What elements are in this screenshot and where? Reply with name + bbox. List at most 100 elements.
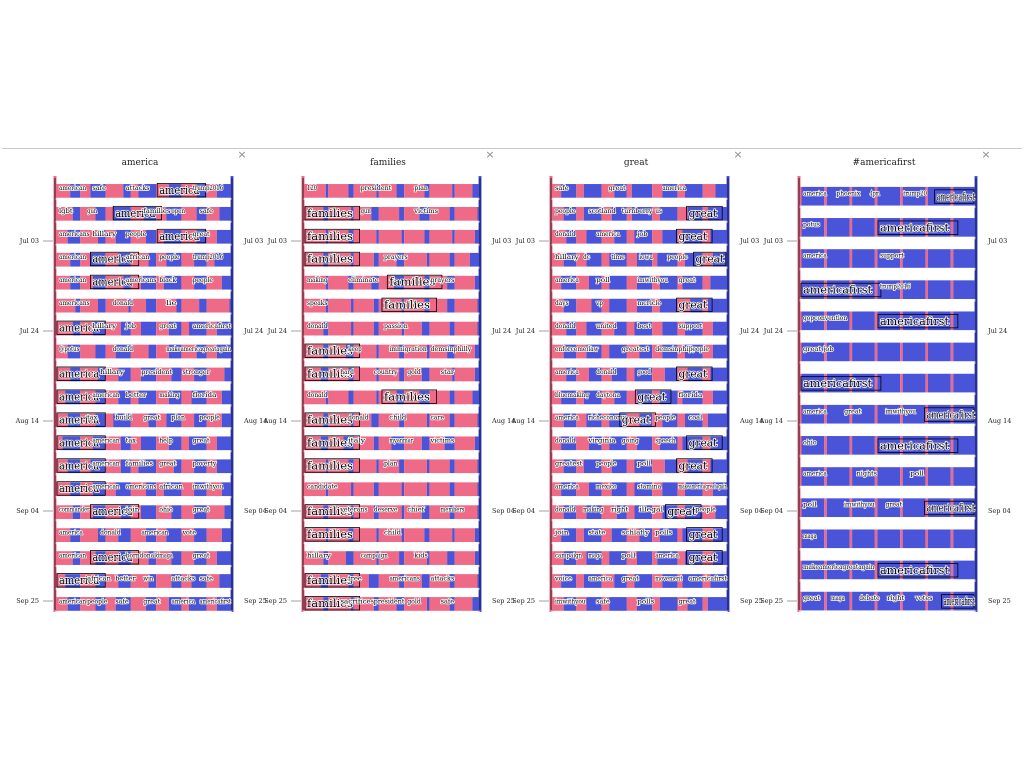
- stream-segment-red: [328, 321, 352, 336]
- stream-segment-blue: [325, 229, 329, 244]
- stream-segment-blue: [852, 218, 875, 237]
- stream-segment-red: [601, 528, 612, 543]
- stream-segment-red: [303, 482, 326, 497]
- stream-segment-blue: [194, 459, 207, 474]
- stream-segment-blue: [801, 560, 825, 580]
- stream-word: schlafly: [622, 528, 649, 536]
- stream-segment-blue: [685, 551, 703, 565]
- stream-word: people: [695, 505, 715, 513]
- stream-segment-red: [551, 528, 562, 543]
- stream-segment-red: [378, 275, 395, 290]
- stream-segment-blue: [927, 249, 951, 268]
- stream-segment-blue: [710, 574, 728, 588]
- stream-segment-blue: [325, 390, 329, 405]
- stream-segment-blue: [343, 436, 354, 451]
- stream-segment-red: [677, 390, 683, 405]
- stream-word: prayers: [384, 253, 408, 261]
- stream-segment-blue: [146, 298, 157, 313]
- stream-segment-blue: [588, 436, 602, 451]
- stream-segment-blue: [351, 252, 354, 267]
- stream-word: vp: [595, 299, 603, 307]
- stream-segment-blue: [634, 574, 653, 588]
- stream-segment-blue: [614, 229, 627, 244]
- stream-segment-blue: [376, 229, 379, 244]
- stream-word: attacks: [171, 574, 195, 582]
- stream-segment-red: [130, 229, 147, 244]
- close-icon[interactable]: ×: [237, 148, 246, 161]
- stream-segment-red: [181, 252, 195, 267]
- stream-segment-blue: [801, 436, 825, 455]
- stream-segment-red: [105, 459, 121, 474]
- close-icon[interactable]: ×: [485, 148, 494, 161]
- stream-segment-red: [80, 298, 98, 313]
- stream-segment-blue: [348, 229, 354, 244]
- stream-segment-red: [950, 436, 954, 455]
- row-gap: [303, 266, 480, 269]
- stream-word: 120: [307, 184, 317, 192]
- stream-segment-blue: [146, 482, 157, 497]
- stream-segment-red: [824, 529, 827, 549]
- stream-segment-blue: [424, 528, 430, 543]
- stream-segment-red: [677, 344, 686, 359]
- stream-segment-blue: [325, 275, 329, 290]
- stream-word: lie: [166, 299, 176, 307]
- stream-segment-red: [404, 367, 422, 382]
- close-icon[interactable]: ×: [981, 148, 990, 161]
- stream-segment-red: [874, 311, 878, 331]
- stream-segment-blue: [563, 505, 577, 520]
- stream-segment-blue: [712, 390, 728, 405]
- stream-segment-blue: [611, 528, 627, 543]
- stream-word: imwithyou: [844, 501, 875, 509]
- stream-segment-red: [576, 367, 589, 382]
- stream-word: america: [662, 184, 686, 192]
- stream-segment-red: [206, 229, 217, 244]
- stream-word: making: [583, 505, 604, 513]
- stream-segment-red: [353, 551, 377, 565]
- stream-segment-blue: [95, 551, 106, 565]
- stream-segment-blue: [67, 459, 81, 474]
- stream-segment-blue: [401, 528, 405, 543]
- stream-segment-blue: [852, 249, 875, 268]
- stream-segment-red: [874, 249, 878, 268]
- stream-segment-blue: [639, 528, 653, 543]
- stream-segment-blue: [323, 252, 329, 267]
- stream-word: great: [885, 501, 902, 509]
- stream-word: bluemaking: [555, 391, 590, 399]
- stream-segment-blue: [67, 229, 81, 244]
- highlight-box: [686, 435, 723, 450]
- stream-segment-red: [576, 184, 584, 198]
- stream-segment-blue: [659, 298, 678, 313]
- highlight-box: [89, 251, 140, 267]
- stream-segment-blue: [115, 229, 131, 244]
- stream-segment-blue: [140, 275, 157, 290]
- stream-word: illegal: [639, 505, 663, 513]
- stream-word: build: [115, 414, 133, 422]
- stream-segment-blue: [477, 413, 480, 428]
- stream-segment-red: [130, 597, 147, 611]
- stream-segment-red: [925, 342, 928, 362]
- row-gap: [55, 610, 232, 613]
- stream-segment-red: [303, 275, 326, 290]
- stream-word: america: [59, 458, 99, 472]
- stream-row: families child: [303, 526, 480, 545]
- stream-segment-blue: [586, 252, 602, 267]
- stream-segment-red: [626, 298, 637, 313]
- close-icon[interactable]: ×: [733, 148, 742, 161]
- stream-segment-red: [824, 467, 827, 486]
- stream-segment-blue: [447, 298, 455, 313]
- stream-segment-red: [925, 404, 928, 424]
- stream-segment-blue: [588, 367, 602, 382]
- stream-segment-red: [378, 390, 397, 405]
- stream-segment-red: [702, 275, 711, 290]
- stream-segment-blue: [561, 184, 577, 198]
- stream-segment-blue: [826, 467, 850, 486]
- stream-segment-blue: [70, 184, 81, 198]
- stream-segment-blue: [474, 229, 480, 244]
- stream-row: hillary campaign kids: [303, 551, 480, 568]
- stream-word: making: [159, 391, 180, 399]
- stream-segment-red: [80, 275, 93, 290]
- stream-segment-blue: [902, 498, 926, 518]
- stream-segment-blue: [826, 373, 850, 393]
